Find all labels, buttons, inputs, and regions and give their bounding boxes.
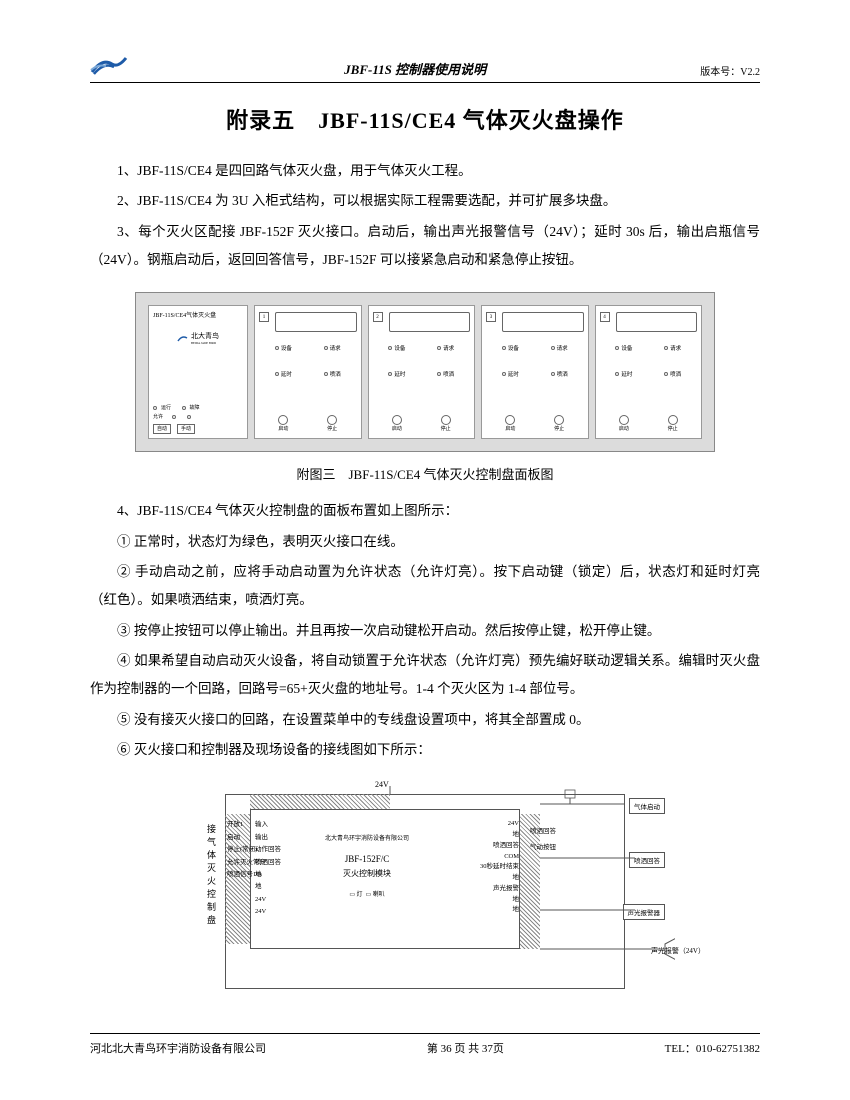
diagram-side-label: 接气体灭火控制盘	[205, 824, 218, 928]
paragraph-1: 1、JBF-11S/CE4 是四回路气体灭火盘，用于气体灭火工程。	[90, 157, 760, 185]
header-version: 版本号：V2.2	[700, 63, 760, 78]
module-title-block: 北大青鸟环宇消防设备有限公司 JBF-152F/C 灭火控制模块 ▭ 灯 ▭ 喇…	[325, 834, 409, 900]
paragraph-3: 3、每个灭火区配接 JBF-152F 灭火接口。启动后，输出声光报警信号（24V…	[90, 218, 760, 275]
ext-spray-box: 喷洒回答	[629, 852, 665, 868]
terminals-inner-left: 输入 输出 动作回答 喷洒回答 地 地 24V 24V	[255, 819, 281, 918]
paragraph-4-4: ④ 如果希望自动启动灭火设备，将自动锁置于允许状态（允许灯亮）预先编好联动逻辑关…	[90, 647, 760, 704]
paragraph-4-3: ③ 按停止按钮可以停止输出。并且再按一次启动键松开启动。然后按停止键，松开停止键…	[90, 617, 760, 645]
paragraph-4: 4、JBF-11S/CE4 气体灭火控制盘的面板布置如上图所示：	[90, 497, 760, 525]
diagram-24v-label: 24V	[375, 780, 389, 789]
footer-page: 第 36 页 共 37页	[427, 1040, 504, 1056]
paragraph-2: 2、JBF-11S/CE4 为 3U 入柜式结构，可以根据实际工程需要选配，并可…	[90, 187, 760, 215]
figure-1-caption: 附图三 JBF-11S/CE4 气体灭火控制盘面板图	[90, 464, 760, 483]
page-footer: 河北北大青鸟环宇消防设备有限公司 第 36 页 共 37页 TEL：010-62…	[90, 1033, 760, 1056]
ext-alarm-box: 声光报警器	[623, 904, 666, 920]
terminals-outer-right: 喷洒回答 气动按钮	[530, 824, 556, 855]
paragraph-4-1: ① 正常时，状态灯为绿色，表明灭火接口在线。	[90, 528, 760, 556]
appendix-title: 附录五 JBF-11S/CE4 气体灭火盘操作	[90, 103, 760, 135]
manual-button: 手动	[177, 424, 195, 434]
paragraph-4-5: ⑤ 没有接灭火接口的回路，在设置菜单中的专线盘设置项中，将其全部置成 0。	[90, 706, 760, 734]
wiring-diagram: 24V 接气体灭火控制盘 开放1 启动 停止(常闭) 允许灭火常开 喷洒信号10…	[175, 774, 675, 1004]
footer-tel: TEL：010-62751382	[665, 1040, 760, 1056]
header-doc-title: JBF-11S 控制器使用说明	[130, 59, 700, 78]
panel-left-section: JBF-11S/CE4气体灭火盘 北大青鸟 BEIDA JADE BIRD 运行…	[148, 305, 248, 439]
panel-zone-3: 3 设备请求 延时喷洒 启动停止	[481, 305, 589, 439]
footer-company: 河北北大青鸟环宇消防设备有限公司	[90, 1040, 266, 1056]
panel-zone-1: 1 设备请求 延时喷洒 启动停止	[254, 305, 362, 439]
auto-button: 自动	[153, 424, 171, 434]
body-content: 1、JBF-11S/CE4 是四回路气体灭火盘，用于气体灭火工程。 2、JBF-…	[90, 157, 760, 274]
company-logo	[90, 50, 130, 78]
ext-speaker-label: 声光报警（24V）	[651, 946, 705, 956]
panel-figure: JBF-11S/CE4气体灭火盘 北大青鸟 BEIDA JADE BIRD 运行…	[135, 292, 715, 452]
paragraph-4-2: ② 手动启动之前，应将手动启动置为允许状态（允许灯亮）。按下启动键（锁定）后，状…	[90, 558, 760, 615]
panel-product-title: JBF-11S/CE4气体灭火盘	[153, 310, 243, 319]
page-header: JBF-11S 控制器使用说明 版本号：V2.2	[90, 50, 760, 83]
terminals-inner-right: 24V 地 喷洒回答 COM 30秒延时结束 地 声光报警 地 地	[480, 819, 519, 915]
panel-brand-logo: 北大青鸟 BEIDA JADE BIRD	[153, 331, 243, 345]
paragraph-4-6: ⑥ 灭火接口和控制器及现场设备的接线图如下所示：	[90, 736, 760, 764]
body-content-2: 4、JBF-11S/CE4 气体灭火控制盘的面板布置如上图所示： ① 正常时，状…	[90, 497, 760, 764]
panel-zone-4: 4 设备请求 延时喷洒 启动停止	[595, 305, 703, 439]
ext-gas-box: 气体启动	[629, 798, 665, 814]
panel-zone-2: 2 设备请求 延时喷洒 启动停止	[368, 305, 476, 439]
